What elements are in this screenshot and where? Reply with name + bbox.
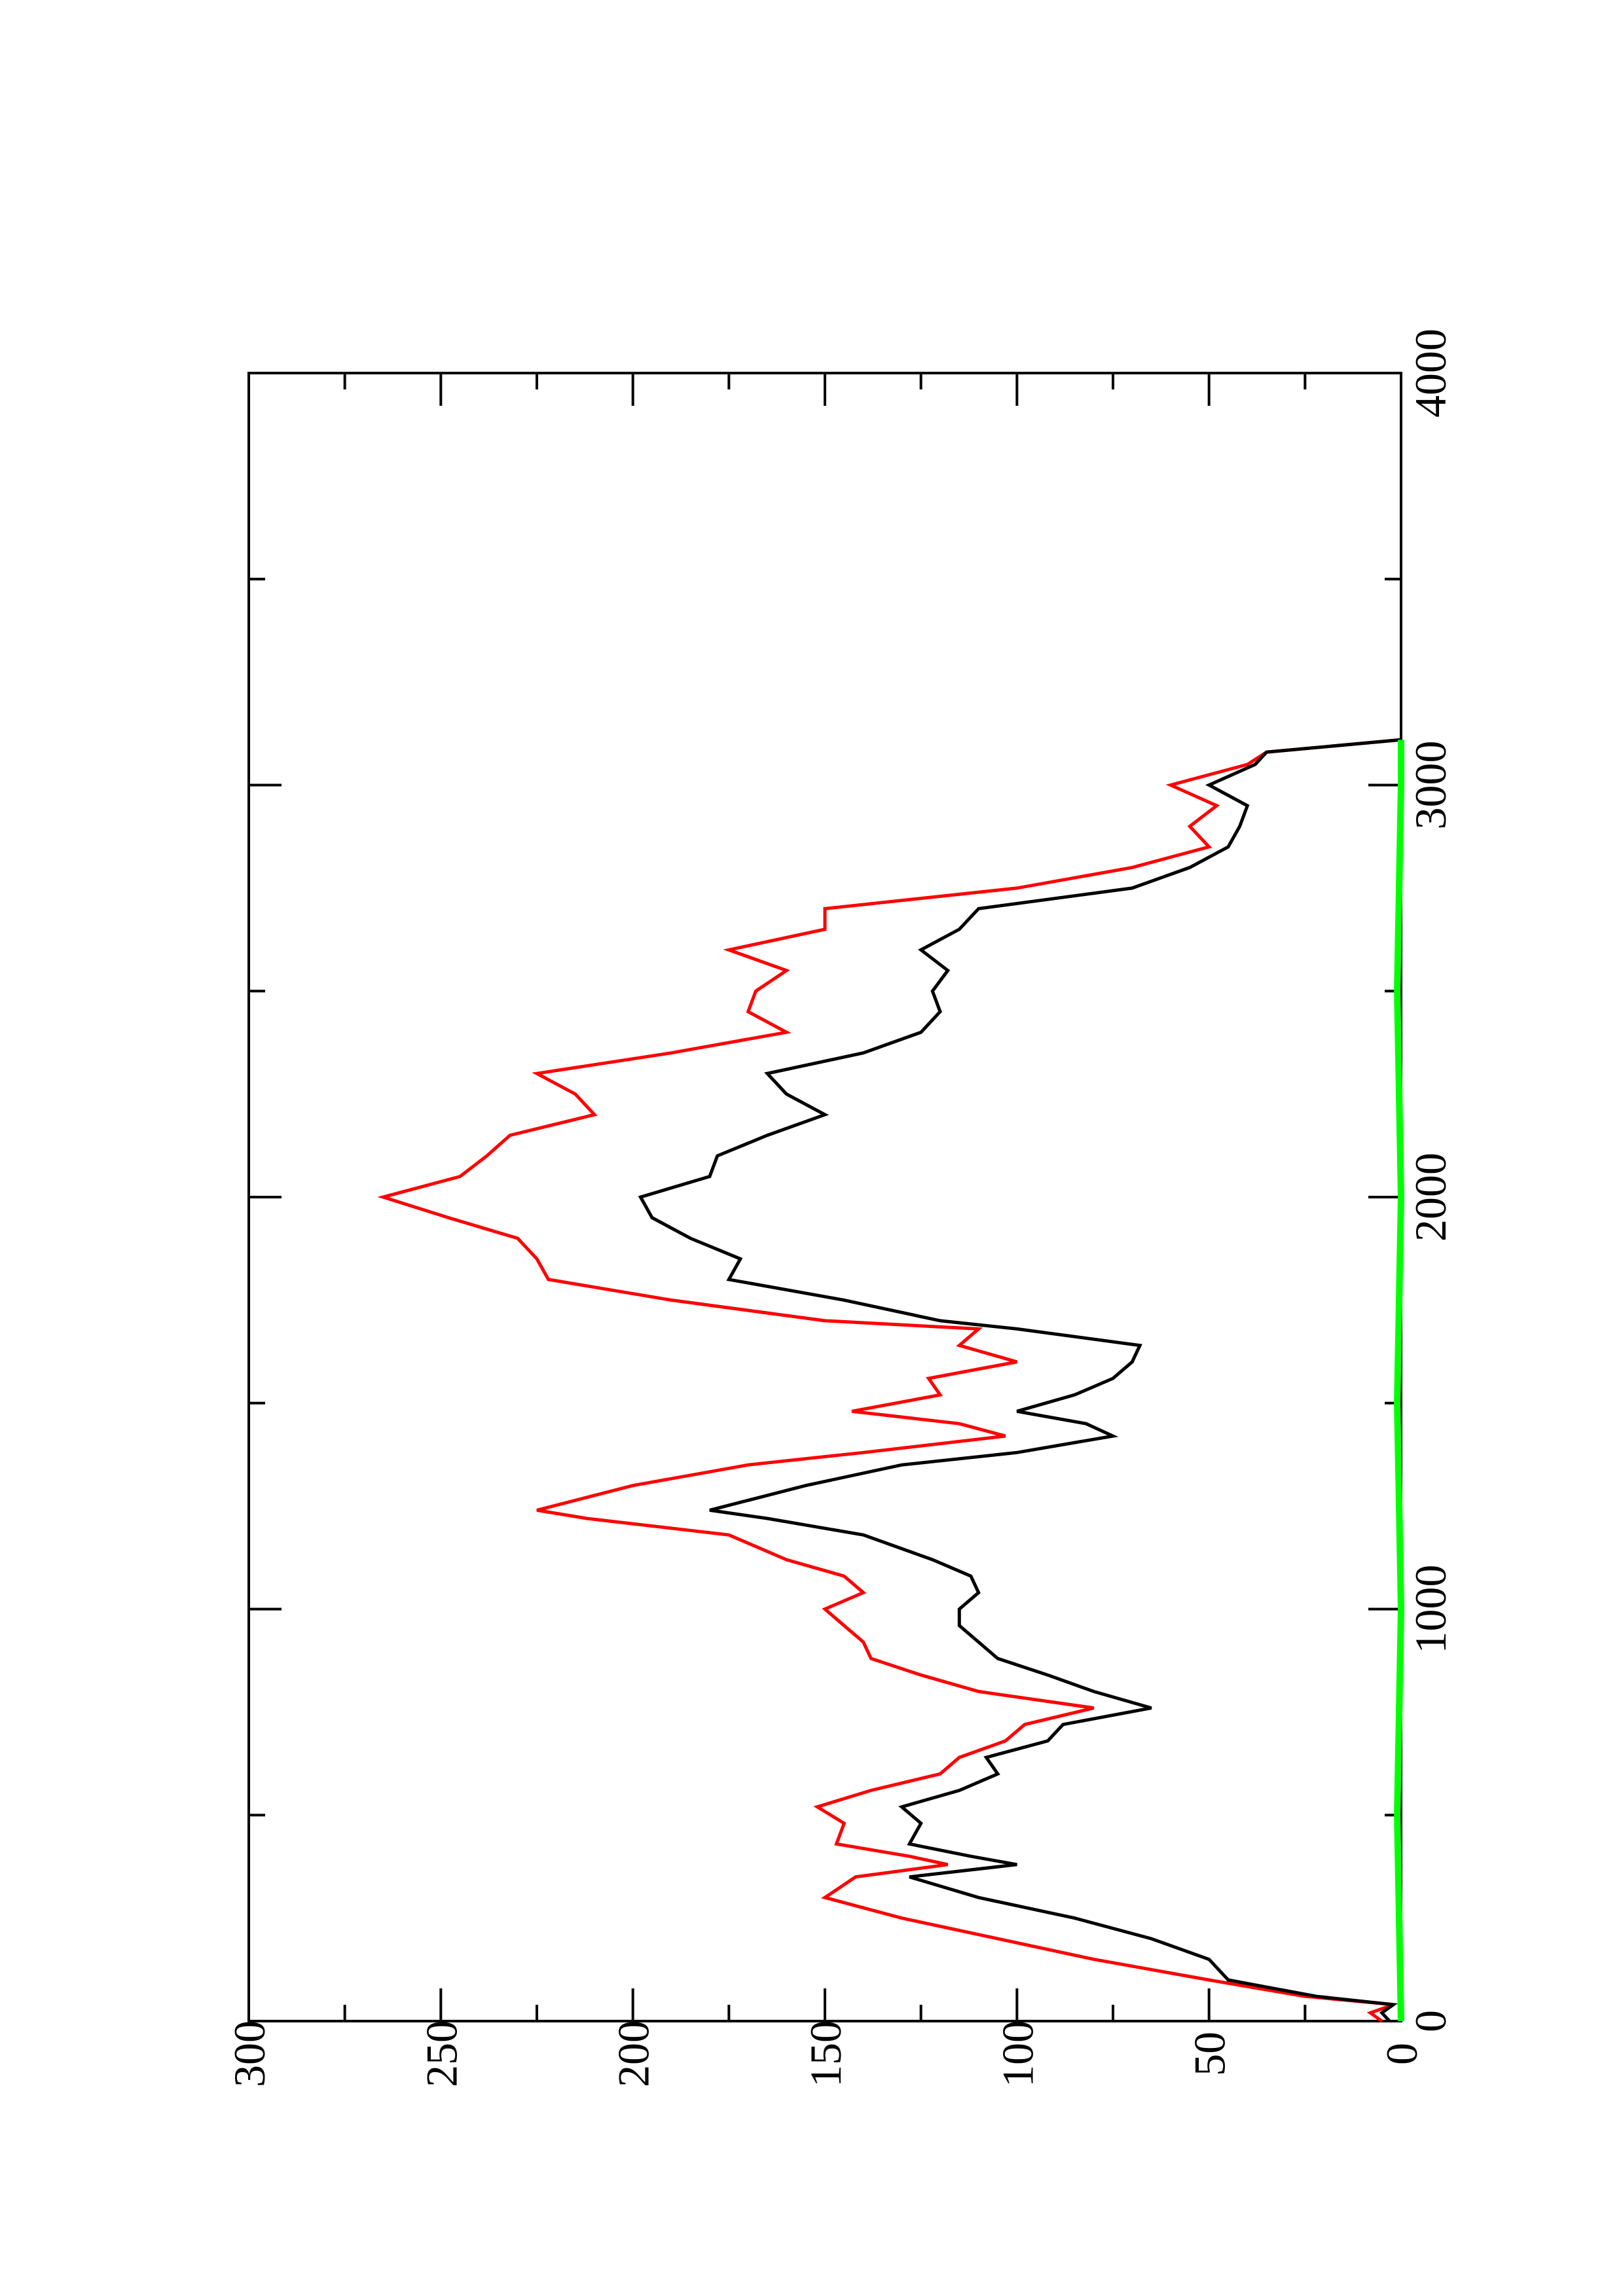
x-tick-label: 4000	[1406, 329, 1455, 418]
y-tick-label: 0	[1377, 2043, 1427, 2065]
x-tick-label: 0	[1406, 2010, 1455, 2032]
axis-ticks	[247, 372, 1402, 2022]
y-tick-label: 50	[1185, 2032, 1235, 2076]
x-tick-label: 3000	[1406, 741, 1455, 830]
axis-tick-labels: 0 1000 2000 3000 4000 0 50 100 150 200 250 300	[225, 329, 1455, 2087]
series-line-1	[377, 738, 1402, 2023]
y-tick-label: 200	[609, 2020, 659, 2087]
x-tick-label: 2000	[1406, 1153, 1455, 1242]
x-tick-label: 1000	[1406, 1565, 1455, 1654]
series-line-2	[638, 738, 1402, 2022]
series-line-3	[1394, 740, 1405, 2022]
y-tick-label: 150	[801, 2020, 850, 2087]
y-tick-label: 300	[225, 2020, 274, 2087]
y-tick-label: 250	[416, 2020, 466, 2087]
plot-area-frame	[247, 372, 1402, 2022]
data-series	[377, 738, 1405, 2023]
y-tick-label: 100	[993, 2020, 1042, 2087]
